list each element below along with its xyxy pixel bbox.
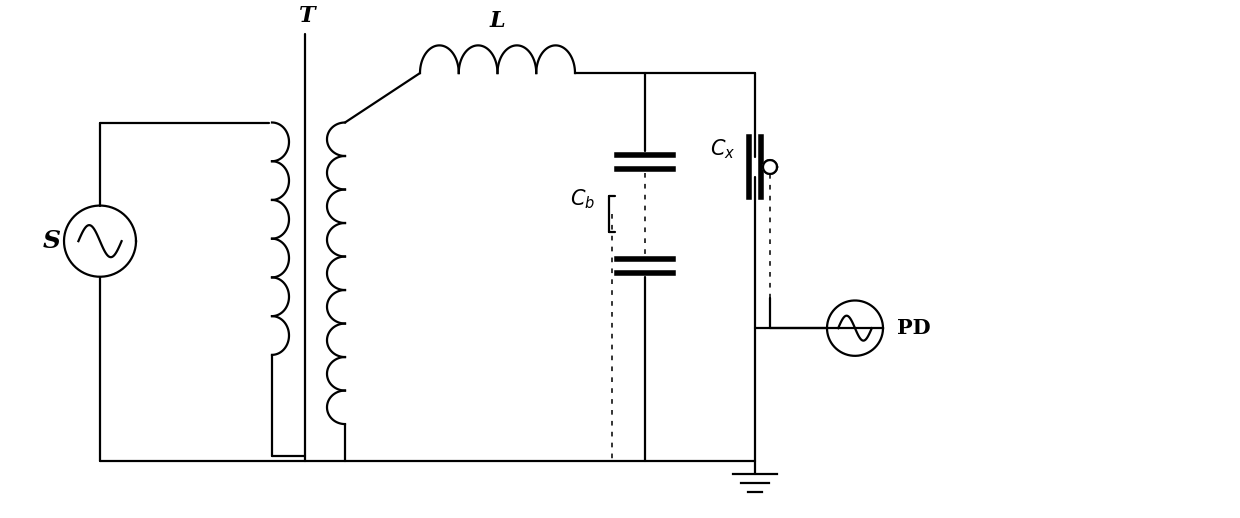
Text: $C_b$: $C_b$ (570, 188, 595, 211)
Polygon shape (763, 160, 777, 174)
Text: PD: PD (897, 318, 931, 338)
Text: L: L (490, 9, 506, 32)
Text: T: T (299, 5, 315, 26)
Text: S: S (43, 229, 61, 253)
Text: $C_x$: $C_x$ (709, 137, 735, 161)
